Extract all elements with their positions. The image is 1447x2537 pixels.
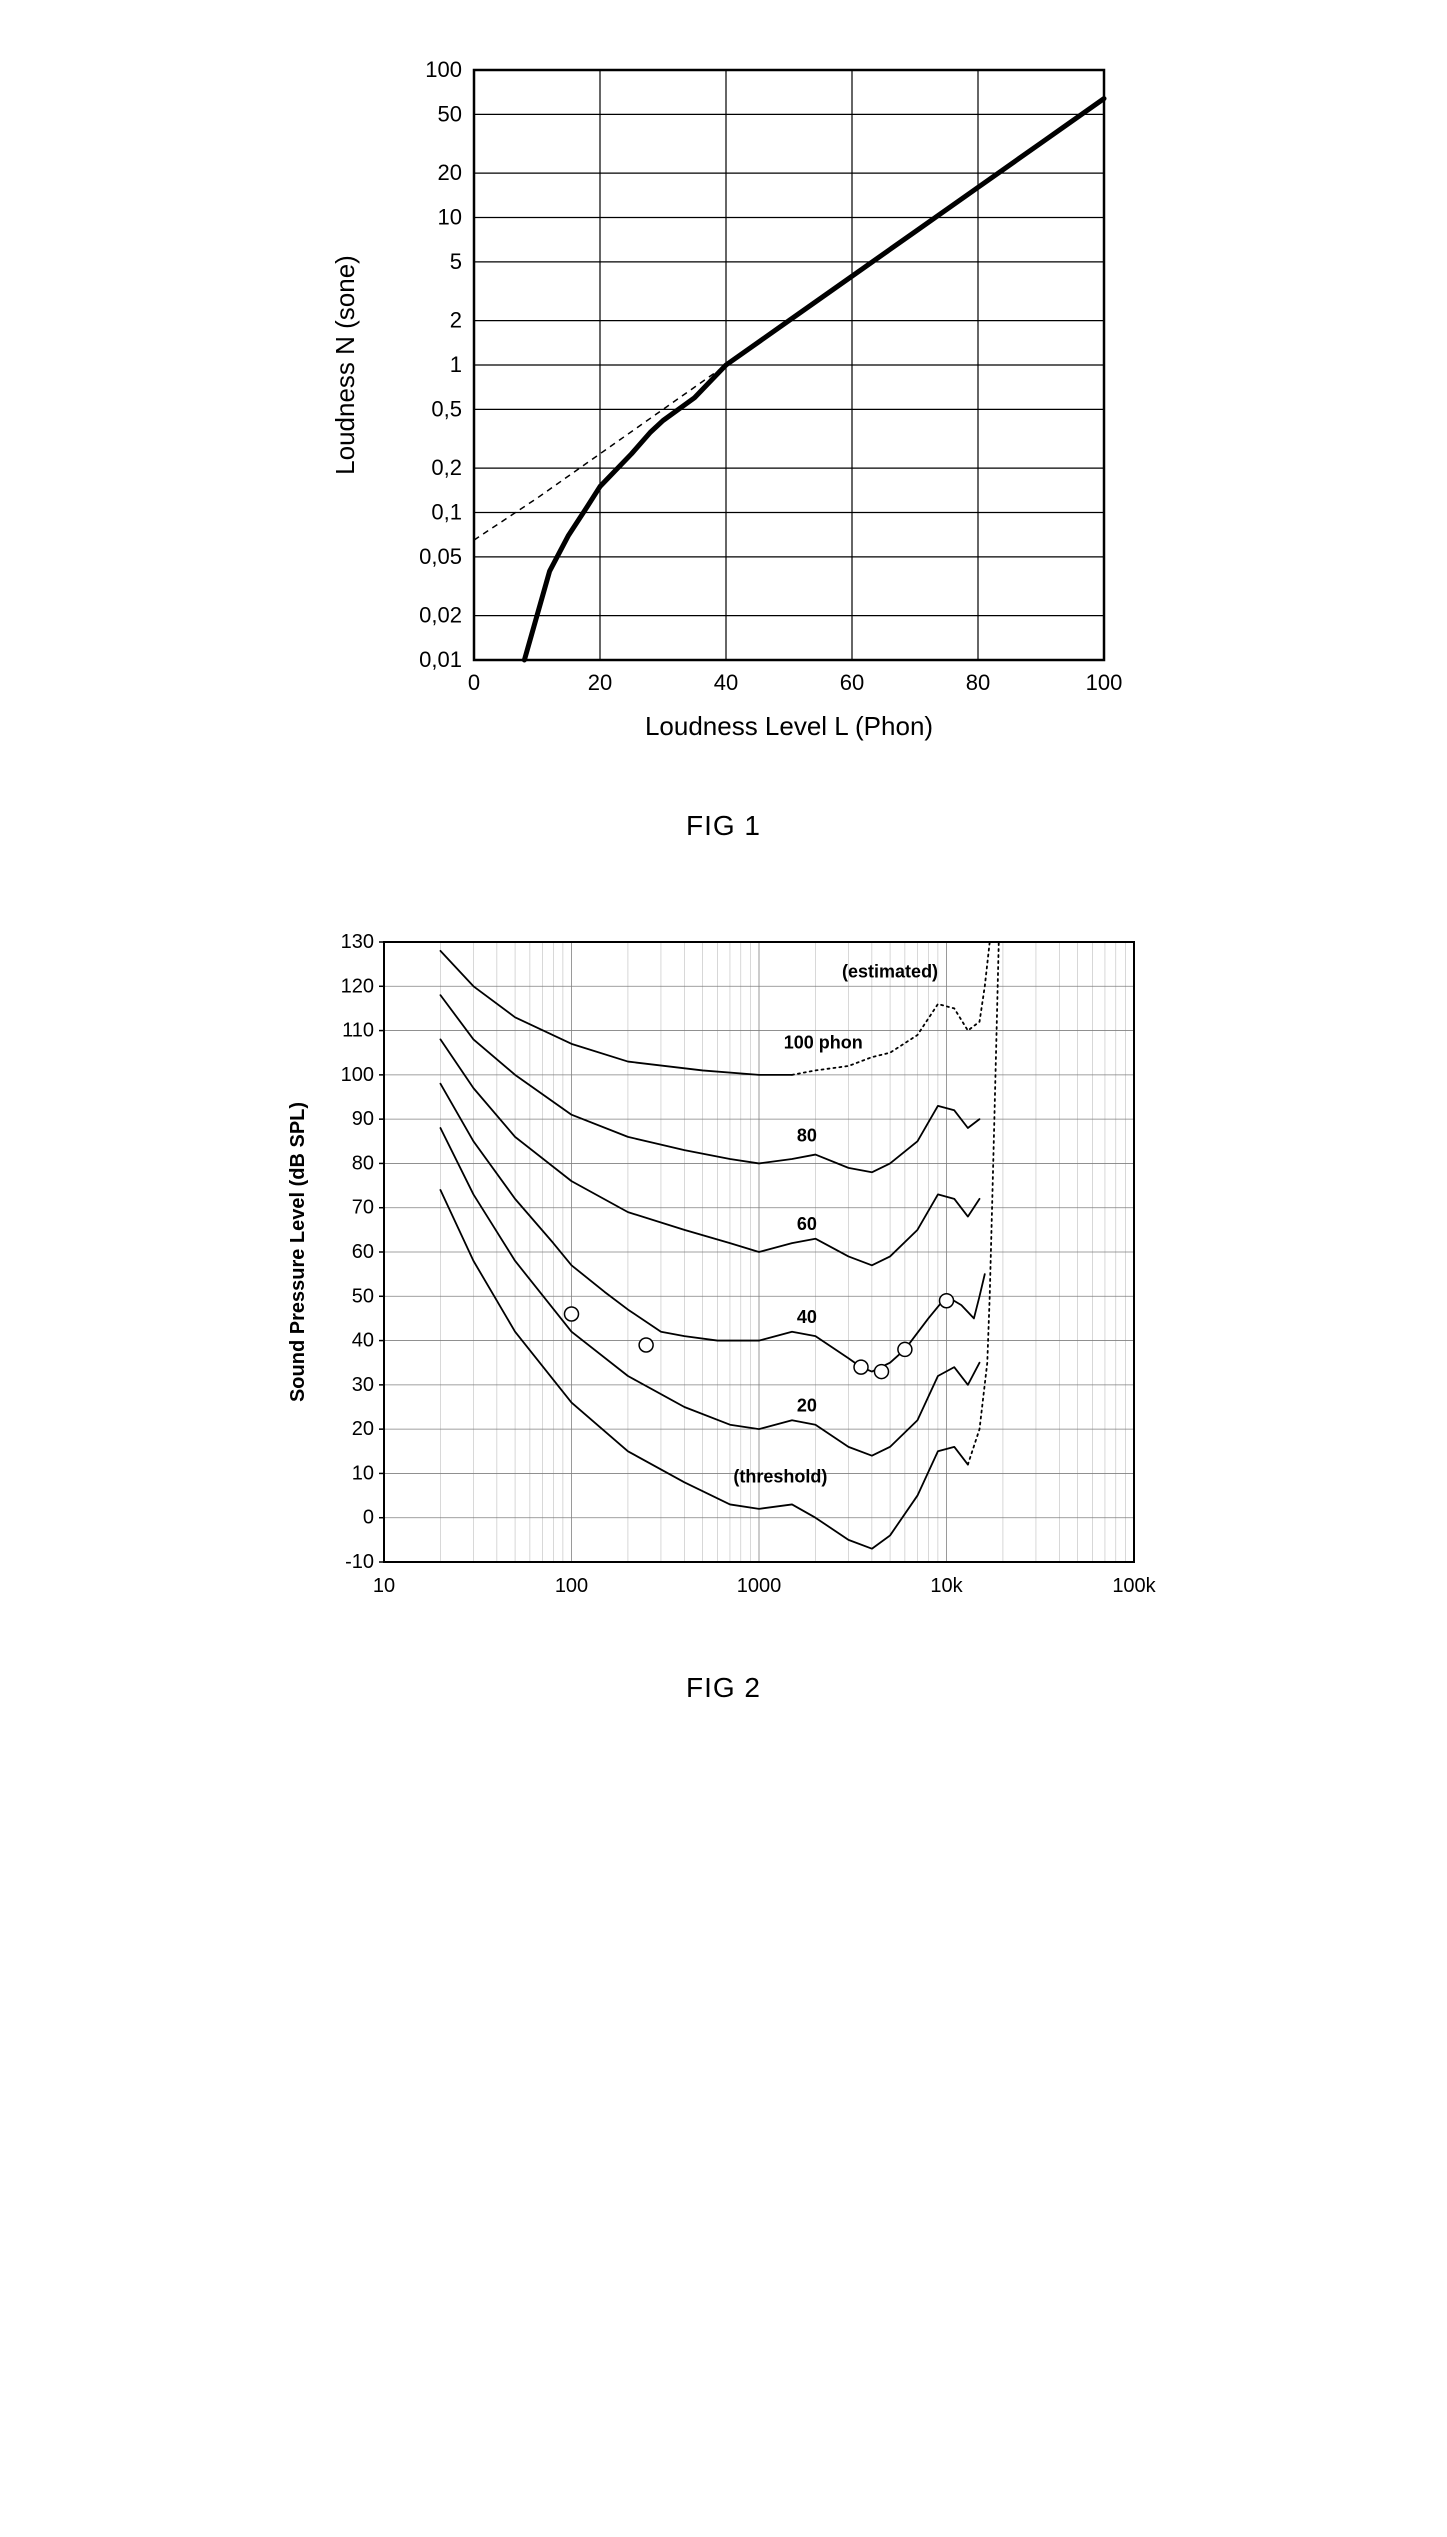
svg-text:0: 0 <box>467 670 479 695</box>
svg-text:100: 100 <box>1085 670 1122 695</box>
svg-text:10: 10 <box>372 1575 394 1597</box>
svg-text:20: 20 <box>437 160 461 185</box>
svg-text:60: 60 <box>839 670 863 695</box>
fig1-chart: 0 20 40 60 80 100 0,01 0,02 0,05 0,1 0,2 0,5 1 2 5 10 20… <box>314 40 1134 760</box>
svg-text:30: 30 <box>351 1374 373 1396</box>
svg-text:120: 120 <box>340 975 373 997</box>
svg-text:80: 80 <box>351 1152 373 1174</box>
svg-text:130: 130 <box>340 931 373 953</box>
svg-text:5: 5 <box>449 249 461 274</box>
svg-text:2: 2 <box>449 308 461 333</box>
svg-text:100: 100 <box>425 57 462 82</box>
svg-text:Loudness N (sone): Loudness N (sone) <box>330 255 360 475</box>
svg-text:40: 40 <box>713 670 737 695</box>
svg-text:70: 70 <box>351 1197 373 1219</box>
svg-text:0,1: 0,1 <box>431 500 462 525</box>
figure-1: 0 20 40 60 80 100 0,01 0,02 0,05 0,1 0,2 0,5 1 2 5 10 20… <box>314 40 1134 842</box>
fig2-caption: FIG 2 <box>686 1672 761 1704</box>
svg-text:1000: 1000 <box>736 1575 781 1597</box>
svg-text:50: 50 <box>351 1285 373 1307</box>
svg-text:40: 40 <box>351 1330 373 1352</box>
svg-text:0,5: 0,5 <box>431 396 462 421</box>
svg-text:20: 20 <box>796 1395 816 1415</box>
svg-text:20: 20 <box>587 670 611 695</box>
svg-text:(estimated): (estimated) <box>842 961 938 981</box>
svg-text:Sound Pressure Level (dB SPL): Sound Pressure Level (dB SPL) <box>287 1102 309 1402</box>
svg-text:100 phon: 100 phon <box>783 1032 862 1052</box>
svg-text:10: 10 <box>437 205 461 230</box>
fig2-chart: 20 40 60 80 (estimated) 100 phon (threshold) 10… <box>274 922 1174 1622</box>
svg-text:100: 100 <box>554 1575 587 1597</box>
svg-text:100k: 100k <box>1112 1575 1156 1597</box>
figure-2: 20 40 60 80 (estimated) 100 phon (threshold) 10… <box>274 922 1174 1704</box>
svg-text:80: 80 <box>796 1125 816 1145</box>
svg-text:60: 60 <box>351 1241 373 1263</box>
svg-text:Loudness Level L (Phon): Loudness Level L (Phon) <box>644 711 932 741</box>
svg-text:50: 50 <box>437 101 461 126</box>
svg-text:90: 90 <box>351 1108 373 1130</box>
svg-text:40: 40 <box>796 1307 816 1327</box>
svg-text:0: 0 <box>362 1507 373 1529</box>
svg-text:0,05: 0,05 <box>419 544 462 569</box>
svg-text:-10: -10 <box>345 1551 374 1573</box>
svg-text:10: 10 <box>351 1462 373 1484</box>
svg-text:1: 1 <box>449 352 461 377</box>
svg-text:0,01: 0,01 <box>419 647 462 672</box>
svg-text:0,2: 0,2 <box>431 455 462 480</box>
fig1-caption: FIG 1 <box>686 810 761 842</box>
svg-text:60: 60 <box>796 1214 816 1234</box>
svg-text:(threshold): (threshold) <box>733 1466 827 1486</box>
svg-text:110: 110 <box>342 1020 374 1042</box>
svg-text:80: 80 <box>965 670 989 695</box>
svg-text:100: 100 <box>340 1064 373 1086</box>
svg-text:20: 20 <box>351 1418 373 1440</box>
svg-text:0,02: 0,02 <box>419 603 462 628</box>
svg-text:10k: 10k <box>930 1575 963 1597</box>
